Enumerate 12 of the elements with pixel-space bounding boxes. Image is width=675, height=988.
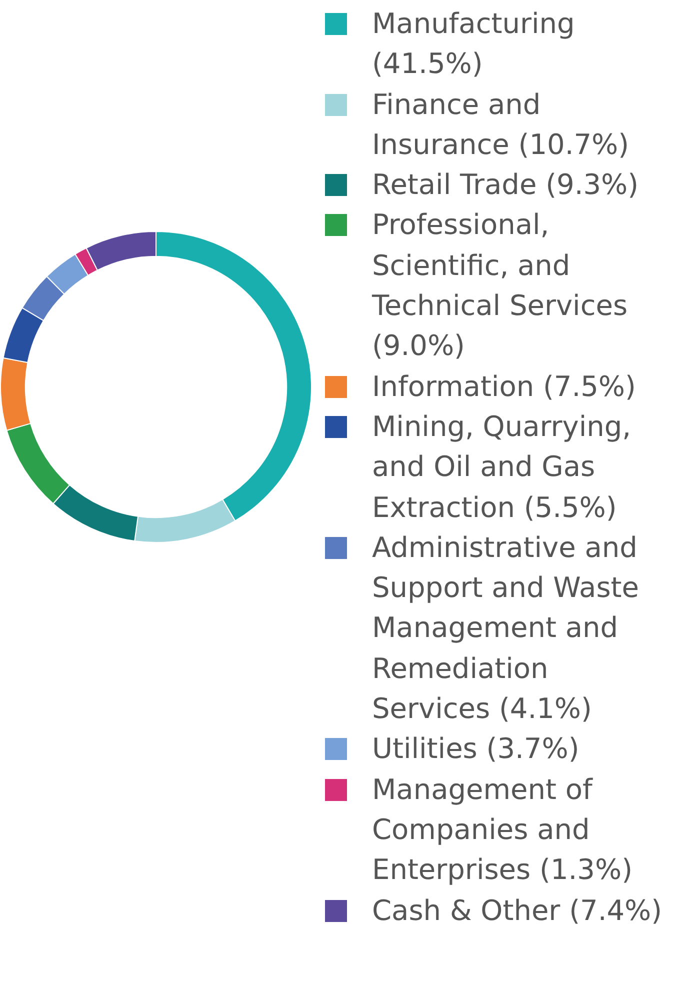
- legend-label: Retail Trade (9.3%): [372, 167, 639, 204]
- legend-label: Finance and Insurance (10.7%): [372, 86, 630, 163]
- legend-label: Professional, Scientific, and Technical Services: [372, 208, 628, 322]
- legend-label: Manufacturing: [372, 7, 575, 40]
- legend-label: Administrative and Support and Waste Management and Remediation Services (4.1%): [372, 530, 640, 728]
- data-label: (41.5%): [372, 47, 483, 80]
- data-label: (9.0%): [372, 329, 465, 362]
- legend-label: Cash & Other (7.4%): [372, 892, 662, 929]
- legend-label: Mining, Quarrying, and Oil and Gas Extraction (5.5%): [372, 408, 632, 526]
- legend-label: Utilities (3.7%): [372, 731, 580, 768]
- legend-label: Management of Companies and Enterprises (1.3%): [372, 772, 634, 888]
- legend-label: Information (7.5%): [372, 368, 636, 405]
